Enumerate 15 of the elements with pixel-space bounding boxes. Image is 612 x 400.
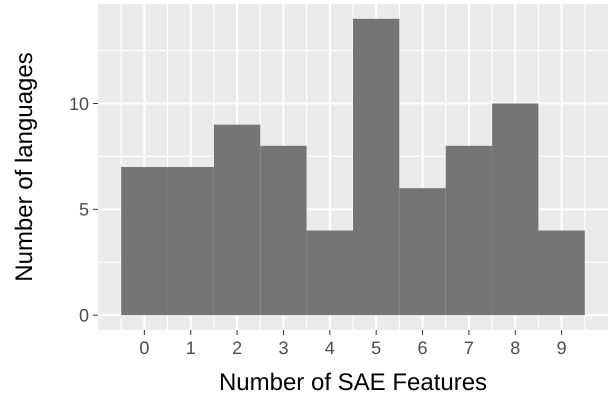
y-tick-label: 0 (78, 305, 89, 326)
x-axis-title: Number of SAE Features (218, 369, 488, 396)
x-tick-label: 0 (139, 338, 150, 358)
y-tick-label: 10 (68, 94, 89, 114)
x-tick-label: 6 (418, 338, 428, 358)
x-tick-label: 7 (464, 338, 474, 358)
x-tick-label: 5 (371, 338, 382, 358)
x-tick-label: 3 (278, 338, 288, 358)
x-tick-label: 9 (556, 338, 567, 358)
y-axis-title: Number of languages (11, 52, 38, 282)
x-tick-label: 4 (324, 338, 335, 358)
x-tick-label: 8 (510, 338, 520, 358)
x-tick-label: 2 (232, 338, 242, 358)
y-tick-label: 5 (78, 200, 89, 220)
x-tick-label: 1 (186, 338, 196, 358)
